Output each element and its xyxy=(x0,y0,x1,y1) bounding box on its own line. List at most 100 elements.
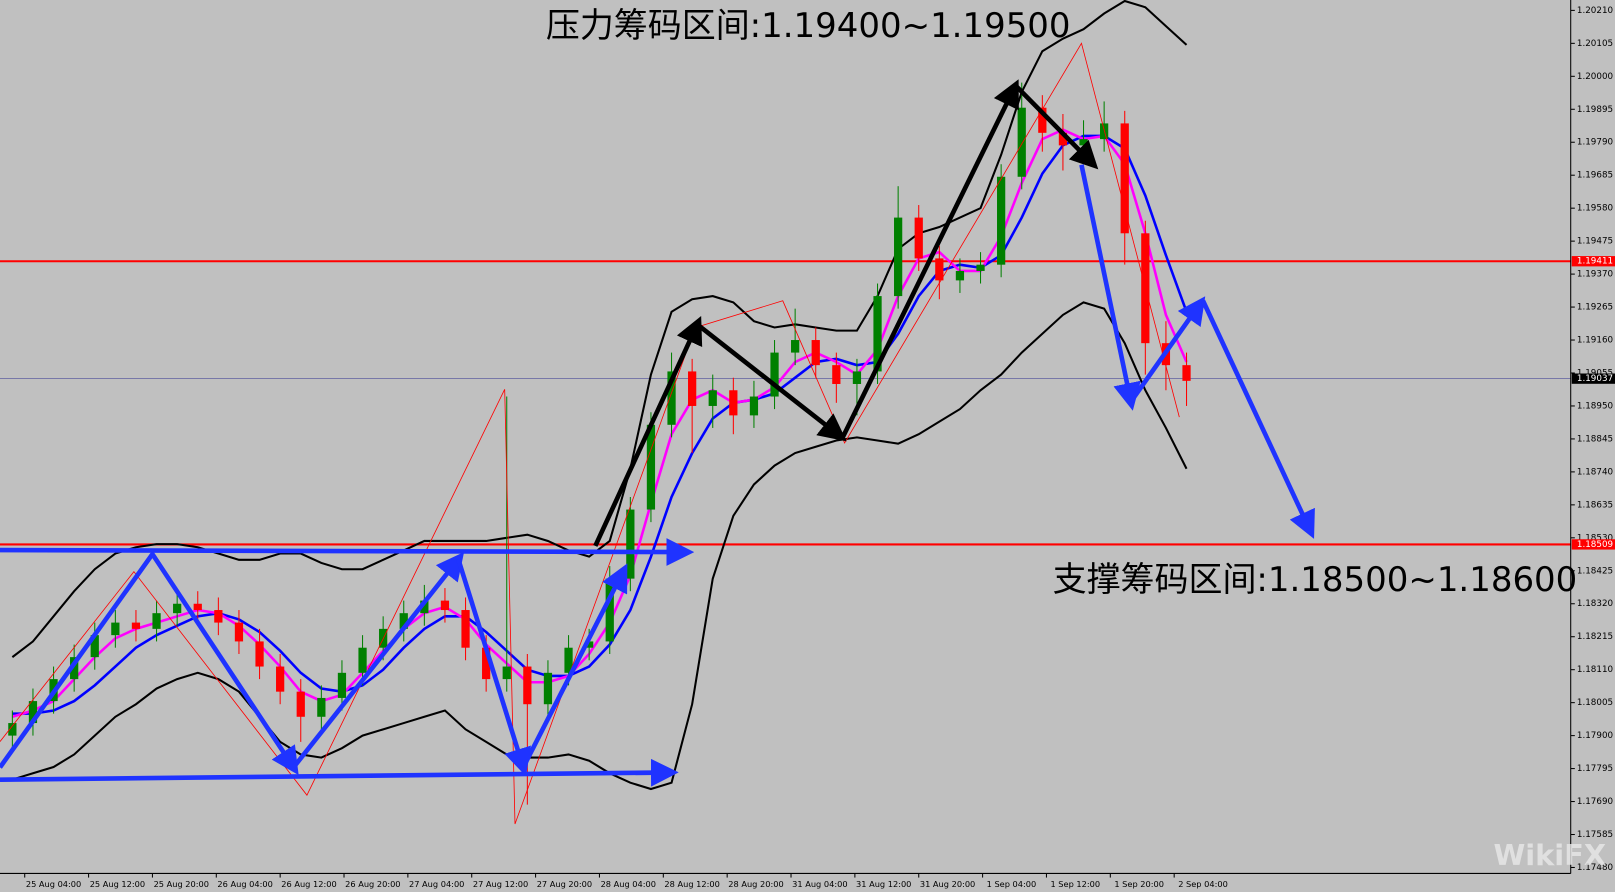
candle-body xyxy=(811,340,820,366)
y-tick-label: 1.18215 xyxy=(1577,632,1613,642)
candle-body xyxy=(1058,132,1068,146)
y-tick-label: 1.17585 xyxy=(1577,830,1613,840)
arrow xyxy=(840,79,1019,439)
candle-body xyxy=(28,701,38,724)
candle-body xyxy=(1182,365,1191,381)
x-tick-label: 28 Aug 04:00 xyxy=(601,879,656,889)
y-tick-label: 1.20210 xyxy=(1577,6,1613,16)
y-tick-label: 1.18005 xyxy=(1577,698,1613,708)
x-tick-label: 26 Aug 12:00 xyxy=(281,879,336,889)
candle-body xyxy=(420,600,429,614)
candle-body xyxy=(152,613,161,629)
candle-body xyxy=(214,610,223,623)
y-tick-label: 1.19055 xyxy=(1577,368,1613,378)
candle-body xyxy=(914,217,923,259)
candle-body xyxy=(461,610,470,648)
arrow xyxy=(0,551,299,776)
candle-body xyxy=(482,647,491,680)
candle-body xyxy=(688,371,697,406)
arrow xyxy=(1129,296,1206,404)
y-tick-label: 1.18110 xyxy=(1577,665,1613,675)
candle-body xyxy=(90,635,99,658)
y-tick-label: 1.18950 xyxy=(1577,401,1613,411)
candle-body xyxy=(626,509,635,579)
x-tick-label: 26 Aug 20:00 xyxy=(345,879,400,889)
candle-body xyxy=(955,270,965,281)
x-tick-label: 26 Aug 04:00 xyxy=(217,879,272,889)
x-tick-label: 25 Aug 20:00 xyxy=(154,879,209,889)
candle-body xyxy=(1038,107,1047,133)
arrow xyxy=(291,552,465,769)
x-tick-label: 25 Aug 04:00 xyxy=(26,879,81,889)
candle-body xyxy=(832,365,841,384)
level-tag xyxy=(1571,256,1615,267)
y-tick-label: 1.18845 xyxy=(1577,434,1613,444)
y-tick-label: 1.17690 xyxy=(1577,797,1613,807)
level-label: 1.18509 xyxy=(1577,540,1613,550)
arrow xyxy=(456,558,531,777)
candle-body xyxy=(1017,107,1026,177)
arrows xyxy=(593,79,1099,547)
watermark: WikiFX xyxy=(1493,838,1606,872)
candle-body xyxy=(337,672,347,698)
candle-body xyxy=(873,296,882,372)
y-tick-label: 1.19370 xyxy=(1577,270,1613,280)
candle-body xyxy=(729,390,738,416)
axis-panel xyxy=(0,873,1571,892)
x-tick-label: 2 Sep 04:00 xyxy=(1178,879,1228,889)
candle-body xyxy=(770,352,779,397)
candle-body xyxy=(296,691,305,717)
candle-body xyxy=(234,622,244,642)
candle-body xyxy=(749,396,759,416)
y-tick-label: 1.18635 xyxy=(1577,500,1613,510)
y-tick-label: 1.19790 xyxy=(1577,138,1613,148)
y-tick-label: 1.20000 xyxy=(1577,72,1613,82)
indicator-line xyxy=(12,301,1188,791)
x-tick-label: 25 Aug 12:00 xyxy=(90,879,145,889)
level-label: 1.19411 xyxy=(1577,257,1613,267)
candle-body xyxy=(852,371,862,384)
candle-body xyxy=(997,176,1006,265)
candle-body xyxy=(173,603,182,614)
y-tick-label: 1.19160 xyxy=(1577,336,1613,346)
level-tag xyxy=(1571,539,1615,550)
y-tick-label: 1.18320 xyxy=(1577,599,1613,609)
x-tick-label: 31 Aug 12:00 xyxy=(856,879,911,889)
x-tick-label: 27 Aug 04:00 xyxy=(409,879,464,889)
candle-body xyxy=(111,622,120,636)
y-tick-label: 1.19265 xyxy=(1577,303,1613,313)
arrow xyxy=(1200,299,1315,539)
x-tick-label: 27 Aug 12:00 xyxy=(473,879,528,889)
indicator-line xyxy=(12,134,1188,715)
plot-area xyxy=(0,0,1571,805)
candle-body xyxy=(543,672,553,705)
candle-body xyxy=(1120,123,1129,234)
candle-body xyxy=(255,641,264,667)
x-tick-label: 31 Aug 04:00 xyxy=(792,879,847,889)
candle-body xyxy=(605,578,614,642)
candle-body xyxy=(894,217,903,297)
arrow xyxy=(0,758,679,787)
x-tick-label: 1 Sep 04:00 xyxy=(987,879,1037,889)
arrow xyxy=(0,538,695,566)
y-tick-label: 1.17795 xyxy=(1577,764,1613,774)
y-tick-label: 1.19685 xyxy=(1577,171,1613,181)
x-tick-label: 1 Sep 20:00 xyxy=(1114,879,1164,889)
y-tick-label: 1.20105 xyxy=(1577,39,1613,49)
x-tick-label: 31 Aug 20:00 xyxy=(920,879,975,889)
candle-body xyxy=(791,340,800,353)
axis-panel xyxy=(1570,0,1615,892)
candle-body xyxy=(564,647,573,673)
candle-body xyxy=(358,647,367,673)
y-tick-label: 1.19475 xyxy=(1577,237,1613,247)
candle-body xyxy=(502,666,511,680)
candle-body xyxy=(193,603,202,611)
y-tick-label: 1.17480 xyxy=(1577,863,1613,873)
level-tag xyxy=(1571,373,1615,384)
candle-body xyxy=(976,264,985,271)
x-tick-label: 1 Sep 12:00 xyxy=(1050,879,1100,889)
candle-body xyxy=(8,723,17,736)
candle-body xyxy=(646,424,656,510)
indicator-line xyxy=(11,128,1188,719)
